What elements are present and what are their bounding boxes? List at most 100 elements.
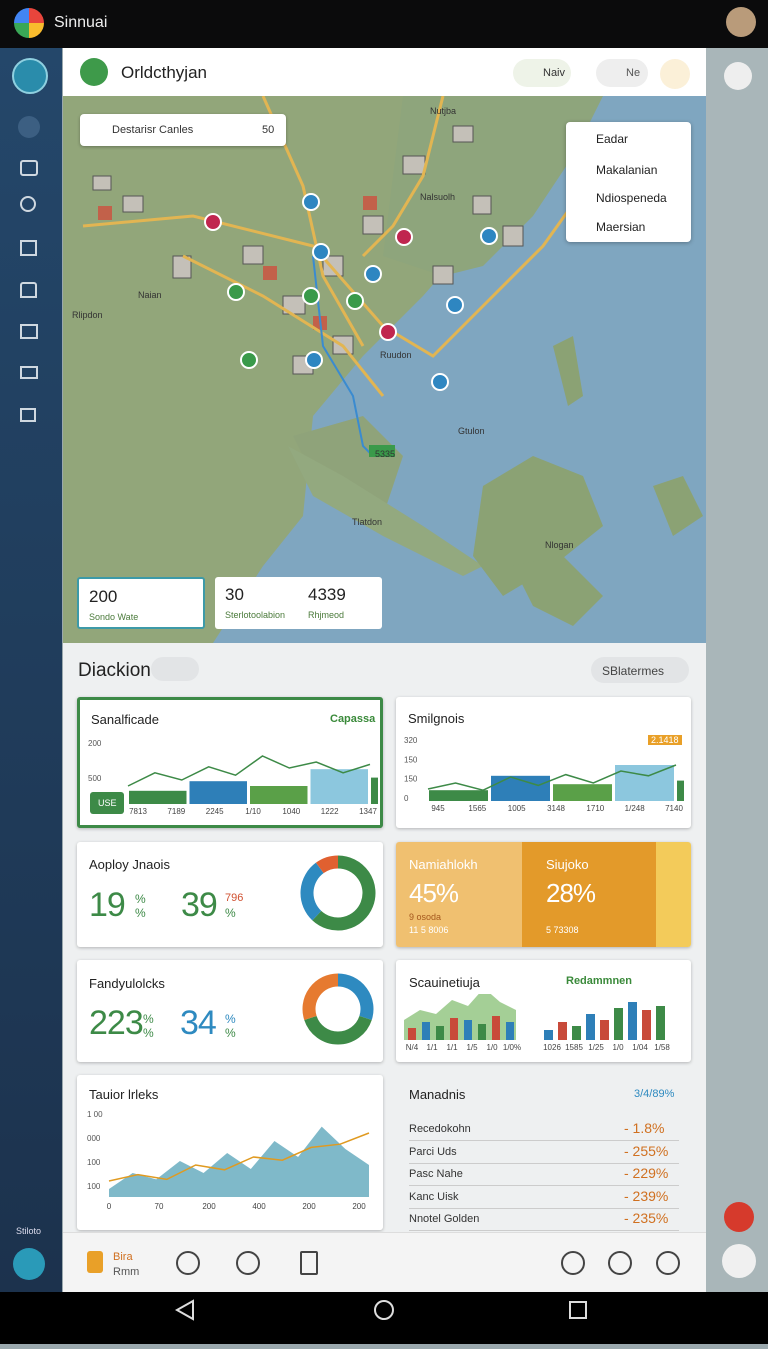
card-title: Manadnis bbox=[409, 1087, 466, 1102]
user-avatar[interactable] bbox=[722, 1244, 756, 1278]
alert-button[interactable] bbox=[724, 1202, 754, 1232]
sidebar: Stiloto bbox=[0, 48, 62, 1292]
x-tick-label: 1710 bbox=[586, 804, 604, 813]
button-text: USE bbox=[98, 798, 117, 808]
x-tick-label: 1/58 bbox=[654, 1043, 670, 1052]
nav-bar bbox=[0, 1292, 768, 1344]
card-title: Fandyulolcks bbox=[89, 976, 165, 991]
stat-card[interactable]: 200 Sondo Wate bbox=[77, 577, 205, 629]
chip-text: Ne bbox=[626, 67, 641, 79]
x-tick-label: 1/248 bbox=[625, 804, 646, 813]
stat-card[interactable]: 4339 Rhjmeod bbox=[298, 577, 382, 629]
y-tick-label: 000 bbox=[87, 1134, 101, 1143]
filter[interactable]: SBlatermes bbox=[591, 657, 689, 683]
signals-card[interactable]: Smilgnois 2.1418 320 150 150 0 945 1565 1005 31… bbox=[396, 697, 691, 828]
bar bbox=[615, 765, 674, 801]
layer-item[interactable]: Makalanian bbox=[596, 163, 658, 177]
mini-chart: N/4 1/1 1/1 1/5 1/0 1/0% 1026 1585 1/25 1/0 1/04 1/… bbox=[404, 994, 670, 1052]
nav-item[interactable] bbox=[20, 240, 37, 256]
row-value: - 1.8% bbox=[624, 1120, 665, 1136]
x-tick-label: 1585 bbox=[565, 1043, 583, 1052]
nav-item[interactable] bbox=[20, 324, 38, 339]
bar bbox=[478, 1024, 486, 1040]
donut-segment bbox=[300, 862, 324, 921]
home[interactable] bbox=[374, 1300, 394, 1320]
x-tick-label: 2245 bbox=[206, 807, 224, 816]
sidebar-label: Stiloto bbox=[16, 1226, 42, 1236]
toolbar-button[interactable] bbox=[561, 1251, 585, 1275]
metric: 223 bbox=[89, 1004, 144, 1042]
scan-card[interactable]: Scauinetiuja Redammnen N/4 1/1 1/1 1/5 1/0 1/… bbox=[396, 960, 691, 1062]
toolbar-icon[interactable] bbox=[87, 1251, 103, 1273]
stat-card[interactable]: 30 Sterlotoolabion bbox=[215, 577, 313, 629]
row-value: - 255% bbox=[624, 1142, 669, 1159]
chip[interactable]: Naiv bbox=[513, 59, 571, 87]
bar bbox=[310, 769, 368, 804]
nav-search[interactable] bbox=[20, 196, 36, 212]
app-logo[interactable] bbox=[14, 8, 44, 38]
toolbar-button[interactable] bbox=[300, 1251, 318, 1275]
row-divider bbox=[409, 1140, 679, 1141]
avatar[interactable] bbox=[726, 7, 756, 37]
notification[interactable] bbox=[724, 62, 752, 90]
nav-item[interactable] bbox=[18, 116, 40, 138]
row-divider bbox=[409, 1162, 679, 1164]
x-tick-label: 1/25 bbox=[588, 1043, 604, 1052]
map-label: Rlipdon bbox=[72, 310, 103, 320]
use-button[interactable]: USE bbox=[90, 792, 124, 814]
header-icon bbox=[80, 58, 108, 86]
layer-item[interactable]: Maersian bbox=[596, 220, 646, 234]
map-label: 5335 bbox=[375, 449, 396, 459]
donut-segment bbox=[337, 973, 374, 1020]
x-tick-label: 1/5 bbox=[466, 1043, 478, 1052]
sidebar-button[interactable] bbox=[13, 1248, 45, 1280]
family-card[interactable]: Fandyulolcks 223 % % 34 % % bbox=[77, 960, 383, 1062]
bar bbox=[628, 1002, 637, 1040]
chip[interactable]: Ne bbox=[596, 59, 648, 87]
nav-home[interactable] bbox=[12, 58, 48, 94]
map-search[interactable]: Destarisr Canles 50 bbox=[80, 114, 286, 146]
trail-card[interactable]: Tauior lrleks 1 00 000 100 100 0 70 200 400 200 2… bbox=[77, 1075, 383, 1230]
row-value: - 239% bbox=[624, 1187, 669, 1204]
bar bbox=[371, 777, 378, 804]
layer-item[interactable]: Ndiospeneda bbox=[596, 191, 667, 205]
sun-button[interactable] bbox=[660, 59, 690, 89]
x-tick-label: 3148 bbox=[547, 804, 565, 813]
nav-item[interactable] bbox=[20, 366, 38, 379]
card-title: Siujoko bbox=[546, 857, 589, 872]
nav-arrows[interactable] bbox=[151, 657, 199, 681]
x-tick-label: 1/0% bbox=[503, 1043, 521, 1052]
unit: % bbox=[225, 906, 236, 920]
nav-item[interactable] bbox=[20, 408, 36, 422]
row-name: Pasc Nahe bbox=[409, 1168, 463, 1180]
y-tick-label: 100 bbox=[87, 1182, 101, 1191]
nav-item[interactable] bbox=[20, 160, 38, 176]
toolbar-button[interactable] bbox=[176, 1251, 200, 1275]
bar bbox=[464, 1020, 472, 1040]
status-bar: Sinnuai bbox=[0, 0, 768, 48]
recents[interactable] bbox=[569, 1301, 587, 1319]
bar bbox=[250, 786, 308, 804]
toolbar-button[interactable] bbox=[656, 1251, 680, 1275]
toolbar-text: Rmm bbox=[113, 1266, 140, 1278]
bar bbox=[553, 784, 612, 801]
x-tick-label: N/4 bbox=[406, 1043, 419, 1052]
layers-panel: Eadar Makalanian Ndiospeneda Maersian bbox=[566, 122, 691, 242]
app-name: Sinnuai bbox=[54, 14, 108, 31]
back[interactable] bbox=[174, 1299, 194, 1321]
nav-item[interactable] bbox=[20, 282, 37, 298]
orange-card[interactable]: Namiahlokh 45% 9 osoda 11 5 8006 Siujoko… bbox=[396, 842, 691, 947]
trend-line bbox=[108, 1132, 370, 1182]
mini-chart: 1 00 000 100 100 0 70 200 400 200 200 bbox=[87, 1110, 370, 1211]
chip-text: Naiv bbox=[543, 67, 566, 79]
metric: 45% bbox=[409, 878, 459, 908]
x-tick-label: 1/10 bbox=[245, 807, 261, 816]
apply-card[interactable]: Aoploy Jnaois 19 % % 39 796 % bbox=[77, 842, 383, 947]
search-text: Destarisr Canles bbox=[112, 124, 194, 136]
toolbar-button[interactable] bbox=[608, 1251, 632, 1275]
sales-card[interactable]: Sanalficade Capassa 200 500 7813 7189 2245 1/… bbox=[77, 697, 383, 828]
x-tick-label: 0 bbox=[107, 1202, 112, 1211]
toolbar-button[interactable] bbox=[236, 1251, 260, 1275]
card-badge: Redammnen bbox=[566, 975, 633, 987]
